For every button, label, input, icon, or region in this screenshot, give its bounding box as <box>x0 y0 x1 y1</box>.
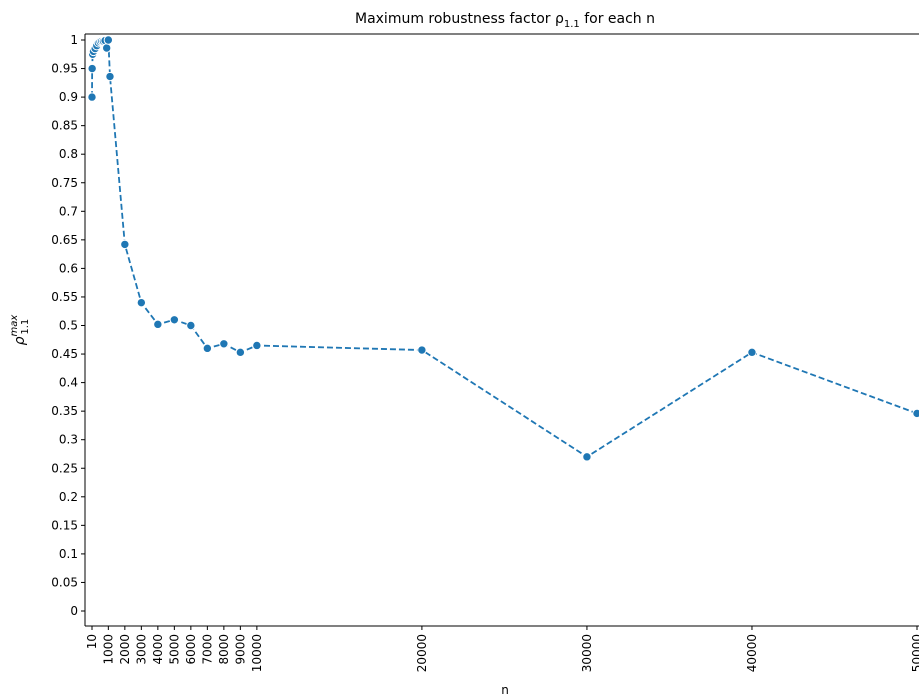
y-tick-label: 0.9 <box>59 90 78 104</box>
x-tick-label: 10 <box>85 634 99 649</box>
y-axis-label-sup: max <box>9 315 20 337</box>
svg-text:ρmax1.1: ρmax1.1 <box>9 315 31 346</box>
x-tick-label: 20000 <box>415 634 429 672</box>
y-axis-label-main: ρ <box>12 336 28 345</box>
y-tick-label: 0.55 <box>51 290 78 304</box>
x-tick-label: 8000 <box>217 634 231 665</box>
y-tick-label: 0.75 <box>51 176 78 190</box>
x-tick-label: 7000 <box>200 634 214 665</box>
data-point <box>417 345 427 355</box>
data-point <box>120 239 130 250</box>
x-tick-label: 50000 <box>910 634 919 672</box>
data-point <box>186 320 196 331</box>
y-tick-label: 0.4 <box>59 376 78 390</box>
chart-title: Maximum robustness factor ρ1.1 for each … <box>355 11 655 30</box>
x-tick-label: 1000 <box>101 634 115 665</box>
data-point <box>87 63 97 74</box>
data-point <box>169 315 180 325</box>
y-tick-label: 0.45 <box>51 347 78 361</box>
x-tick-label: 10000 <box>250 634 264 672</box>
y-tick-label: 0.6 <box>59 261 78 275</box>
data-point <box>105 71 115 82</box>
y-tick-label: 0.8 <box>59 147 78 161</box>
x-tick-label: 3000 <box>134 634 148 665</box>
data-point <box>103 35 114 45</box>
y-tick-label: 0.05 <box>51 575 78 589</box>
y-axis-label: ρmax1.1 <box>9 315 31 346</box>
x-tick-label: 40000 <box>745 634 759 672</box>
data-point <box>101 43 112 53</box>
y-tick-label: 0.25 <box>51 461 78 475</box>
y-tick-label: 0.1 <box>59 547 78 561</box>
y-tick-label: 0.95 <box>51 62 78 76</box>
plot-background <box>85 34 919 626</box>
x-tick-label: 9000 <box>233 634 247 665</box>
y-tick-label: 0.5 <box>59 319 78 333</box>
x-tick-label: 6000 <box>184 634 198 665</box>
data-point <box>136 297 147 308</box>
x-tick-label: 30000 <box>580 634 594 672</box>
y-axis-label-sub: 1.1 <box>20 319 31 335</box>
y-tick-label: 0.85 <box>51 119 78 133</box>
y-tick-label: 0.15 <box>51 518 78 532</box>
x-tick-label: 2000 <box>118 634 132 665</box>
y-tick-label: 1 <box>70 33 78 47</box>
data-point <box>202 343 213 354</box>
data-point <box>747 347 757 358</box>
data-point <box>219 339 229 349</box>
y-tick-label: 0 <box>70 604 78 618</box>
data-point <box>87 92 97 102</box>
data-point <box>153 319 163 330</box>
y-tick-label: 0.35 <box>51 404 78 418</box>
series-layer <box>87 35 919 462</box>
y-tick-label: 0.3 <box>59 433 78 447</box>
y-tick-label: 0.7 <box>59 204 78 218</box>
x-tick-label: 5000 <box>167 634 181 665</box>
x-axis: 10 1000 2000 3000 4000 5000 6000 7000 8000 9000 10… <box>85 626 919 672</box>
x-axis-label: n <box>501 683 509 697</box>
y-axis: 0 0.05 0.1 0.15 0.2 0.25 0.3 0.35 0.4 0.45 0.5 0.55… <box>51 33 85 618</box>
y-tick-label: 0.2 <box>59 490 78 504</box>
x-tick-label: 4000 <box>151 634 165 665</box>
data-point <box>912 408 919 419</box>
data-point <box>235 347 246 358</box>
data-point <box>582 452 592 462</box>
data-point <box>252 340 262 351</box>
y-tick-label: 0.65 <box>51 233 78 247</box>
